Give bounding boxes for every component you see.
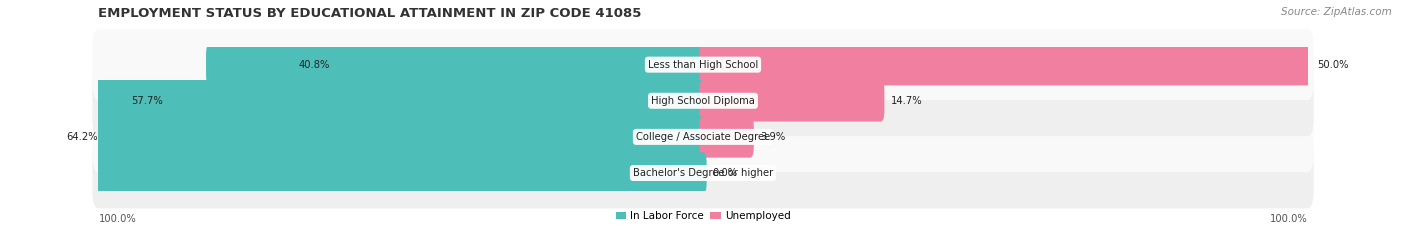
Text: 57.7%: 57.7%: [131, 96, 163, 106]
Text: High School Diploma: High School Diploma: [651, 96, 755, 106]
FancyBboxPatch shape: [93, 29, 1313, 100]
Text: 64.2%: 64.2%: [66, 132, 98, 142]
Text: 3.9%: 3.9%: [759, 132, 785, 142]
Text: 100.0%: 100.0%: [1270, 214, 1308, 224]
Text: Source: ZipAtlas.com: Source: ZipAtlas.com: [1281, 7, 1392, 17]
FancyBboxPatch shape: [1, 80, 707, 122]
FancyBboxPatch shape: [699, 44, 1312, 86]
Legend: In Labor Force, Unemployed: In Labor Force, Unemployed: [612, 207, 794, 226]
Text: 40.8%: 40.8%: [298, 60, 330, 70]
FancyBboxPatch shape: [699, 80, 884, 122]
Text: College / Associate Degree: College / Associate Degree: [636, 132, 770, 142]
FancyBboxPatch shape: [699, 116, 754, 158]
FancyBboxPatch shape: [93, 138, 1313, 208]
FancyBboxPatch shape: [93, 102, 1313, 172]
Text: 0.0%: 0.0%: [713, 168, 738, 178]
Text: 14.7%: 14.7%: [890, 96, 922, 106]
Text: EMPLOYMENT STATUS BY EDUCATIONAL ATTAINMENT IN ZIP CODE 41085: EMPLOYMENT STATUS BY EDUCATIONAL ATTAINM…: [98, 7, 641, 20]
FancyBboxPatch shape: [93, 65, 1313, 136]
Text: 50.0%: 50.0%: [1317, 60, 1348, 70]
FancyBboxPatch shape: [207, 44, 707, 86]
FancyBboxPatch shape: [0, 116, 707, 158]
Text: Less than High School: Less than High School: [648, 60, 758, 70]
Text: Bachelor's Degree or higher: Bachelor's Degree or higher: [633, 168, 773, 178]
FancyBboxPatch shape: [0, 152, 707, 194]
Text: 100.0%: 100.0%: [98, 214, 136, 224]
